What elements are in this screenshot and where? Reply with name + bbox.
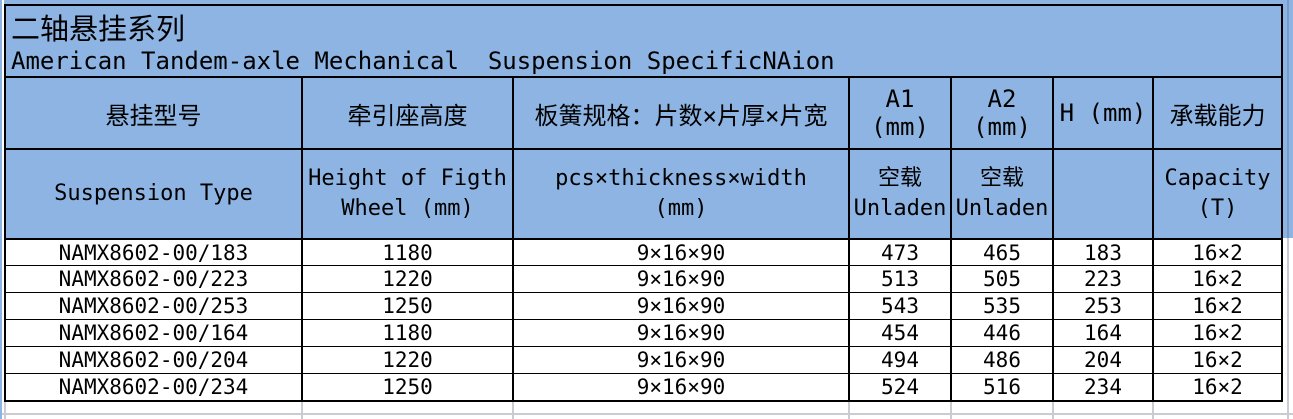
cell-h: 234 [1052,374,1152,400]
header-fifth-wheel-height: 牵引座高度 [301,78,512,148]
cell-spring-spec: 9×16×90 [512,266,848,292]
cell-spring-spec: 9×16×90 [512,240,848,265]
cell-model: NAMX8602-00/223 [58,267,249,291]
cell-model: NAMX8602-00/234 [58,375,249,399]
sheet-left-edge-line [0,0,2,419]
header-capacity: 承载能力 [1152,78,1281,148]
cell-a1: 454 [848,320,950,346]
sheet-left-gap [2,0,4,238]
cell-spring-spec: 9×16×90 [512,293,848,319]
cell-a1: 513 [848,266,950,292]
header-line: Suspension Type [54,181,253,206]
cell-a2: 446 [950,320,1052,346]
header-line: (T) [1197,196,1238,221]
cell-a2: 486 [950,347,1052,373]
header-spring-spec-en: pcs×thickness×width (mm) [512,150,848,238]
header-h: H (mm) [1052,78,1152,148]
grid-line [1152,402,1154,419]
cell-capacity: 16×2 [1152,240,1281,265]
grid-line [1287,238,1289,419]
cell-spring-spec: 9×16×90 [512,347,848,373]
table-row: NAMX8602-00/223 1220 9×16×90 513 505 223… [6,265,1281,292]
table-row: NAMX8602-00/204 1220 9×16×90 494 486 204… [6,346,1281,373]
cell-fifth-wheel-height: 1250 [301,293,512,319]
cell-fifth-wheel-height: 1180 [301,320,512,346]
header-line: 空载 [979,166,1024,191]
cell-a2: 535 [950,293,1052,319]
title-chinese: 二轴悬挂系列 [11,12,186,46]
table-row: NAMX8602-00/253 1250 9×16×90 543 535 253… [6,292,1281,319]
header-h-empty [1052,150,1152,238]
cell-spring-spec: 9×16×90 [512,320,848,346]
cell-model: NAMX8602-00/164 [58,321,249,345]
cell-a1: 473 [848,240,950,265]
header-model: 悬挂型号 [105,101,202,130]
cell-fifth-wheel-height: 1180 [301,240,512,265]
table-row: NAMX8602-00/164 1180 9×16×90 454 446 164… [6,319,1281,346]
cell-capacity: 16×2 [1152,374,1281,400]
cell-a1: 543 [848,293,950,319]
header-a1: A1 (mm) [848,78,950,148]
header-row-english: Suspension Type Height of Figth Wheel (m… [6,148,1281,238]
cell-h: 223 [1052,266,1152,292]
cell-model: NAMX8602-00/183 [58,240,249,265]
cell-capacity: 16×2 [1152,347,1281,373]
grid-line [848,402,850,419]
cell-a1: 494 [848,347,950,373]
cell-h: 183 [1052,240,1152,265]
cell-fifth-wheel-height: 1220 [301,266,512,292]
cell-a2: 465 [950,240,1052,265]
header-row-chinese: 悬挂型号 牵引座高度 板簧规格：片数×片厚×片宽 A1 (mm) A2 (mm)… [6,76,1281,148]
cell-a2: 516 [950,374,1052,400]
table-row: NAMX8602-00/183 1180 9×16×90 473 465 183… [6,238,1281,265]
suspension-spec-table: 二轴悬挂系列 American Tandem-axle Mechanical S… [4,4,1283,402]
header-suspension-type: Suspension Type [6,150,301,238]
header-fifth-wheel-height-en: Height of Figth Wheel (mm) [301,150,512,238]
header-line: (mm) [654,196,708,221]
header-capacity-en: Capacity (T) [1152,150,1281,238]
title-english: American Tandem-axle Mechanical Suspensi… [11,47,835,75]
header-line: Wheel (mm) [341,196,474,221]
header-a2-unladen: 空载 Unladen [950,150,1052,238]
grid-line [950,402,952,419]
cell-spring-spec: 9×16×90 [512,374,848,400]
grid-line [1052,402,1054,419]
grid-line [2,413,1293,415]
header-spring-spec: 板簧规格：片数×片厚×片宽 [512,78,848,148]
header-line: Capacity [1164,166,1271,191]
grid-line [4,402,6,419]
header-line: Unladen [853,196,947,221]
header-line: 空载 [877,166,922,191]
table-title-block: 二轴悬挂系列 American Tandem-axle Mechanical S… [6,6,1281,76]
header-a1-unladen: 空载 Unladen [848,150,950,238]
cell-fifth-wheel-height: 1250 [301,374,512,400]
cell-model: NAMX8602-00/204 [58,348,249,372]
cell-fifth-wheel-height: 1220 [301,347,512,373]
cell-model: NAMX8602-00/253 [58,294,249,318]
grid-line [512,402,514,419]
cell-capacity: 16×2 [1152,293,1281,319]
cell-a1: 524 [848,374,950,400]
cell-a2: 505 [950,266,1052,292]
cell-h: 253 [1052,293,1152,319]
cell-h: 164 [1052,320,1152,346]
cell-h: 204 [1052,347,1152,373]
grid-line [301,402,303,419]
cell-capacity: 16×2 [1152,320,1281,346]
header-line: pcs×thickness×width [555,166,807,191]
header-line: Unladen [955,196,1049,221]
grid-line [1287,0,1289,238]
cell-capacity: 16×2 [1152,266,1281,292]
header-a2: A2 (mm) [950,78,1052,148]
header-line: Height of Figth [308,166,507,191]
table-row: NAMX8602-00/234 1250 9×16×90 524 516 234… [6,373,1281,400]
